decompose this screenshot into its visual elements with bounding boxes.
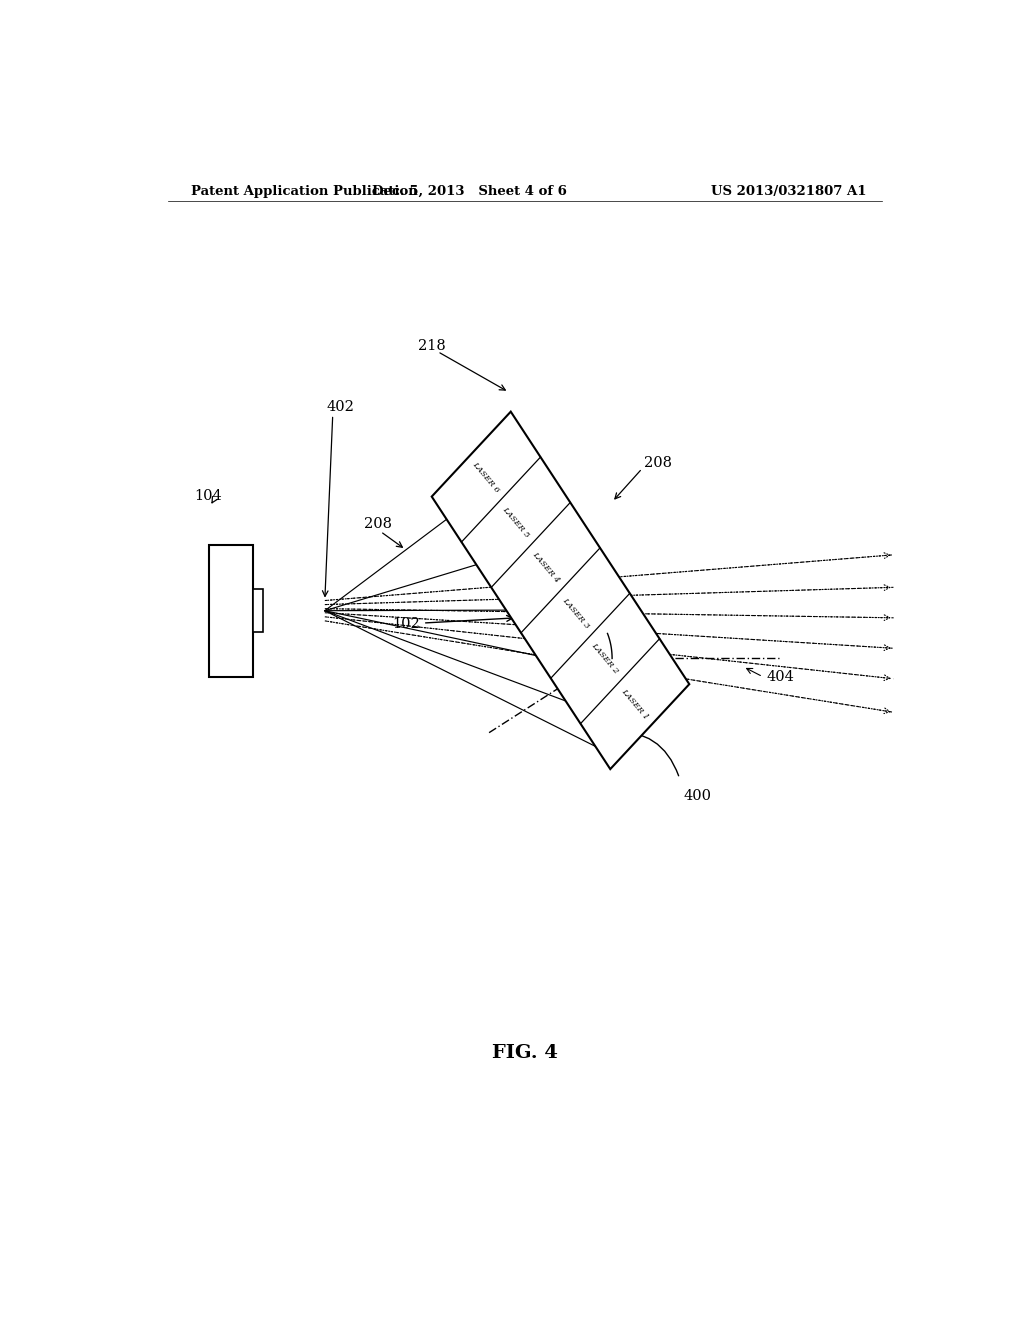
Bar [209,545,253,677]
Text: Dec. 5, 2013   Sheet 4 of 6: Dec. 5, 2013 Sheet 4 of 6 [372,185,566,198]
Polygon shape [432,412,689,770]
Bar [253,589,262,632]
Text: 102: 102 [392,615,513,631]
Text: 218: 218 [505,502,532,516]
Text: 402: 402 [327,400,354,414]
Text: LASER 3: LASER 3 [560,597,591,630]
Text: LASER 5: LASER 5 [501,506,531,540]
Text: Patent Application Publication: Patent Application Publication [191,185,418,198]
Text: LASER 2: LASER 2 [590,642,621,676]
Text: 104: 104 [194,488,221,503]
Text: 208: 208 [365,517,392,532]
Text: FIG. 4: FIG. 4 [492,1044,558,1061]
Text: 218: 218 [418,339,445,354]
Text: LASER 1: LASER 1 [620,686,650,721]
Text: 400: 400 [684,788,712,803]
Text: 404: 404 [767,669,795,684]
Text: LASER 4: LASER 4 [530,550,561,585]
Text: US 2013/0321807 A1: US 2013/0321807 A1 [711,185,866,198]
Text: LASER 6: LASER 6 [471,459,502,494]
Text: 208: 208 [644,457,672,470]
